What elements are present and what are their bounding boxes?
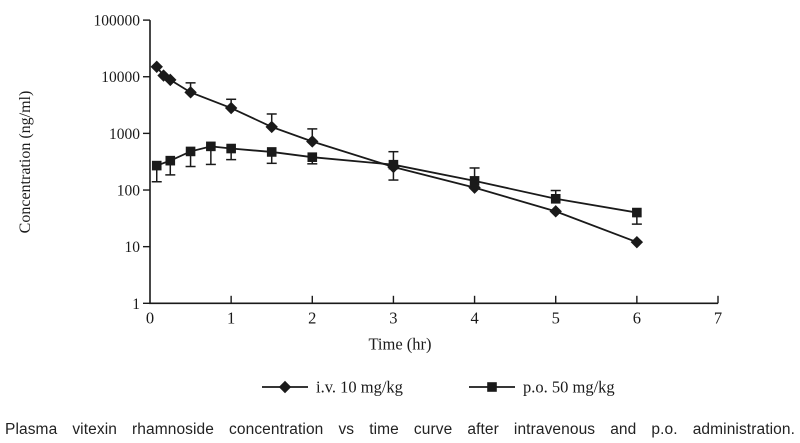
square-marker bbox=[469, 176, 480, 186]
x-tick-label: 0 bbox=[146, 308, 154, 327]
legend-diamond-marker bbox=[278, 380, 292, 394]
y-tick-label: 1000 bbox=[109, 126, 140, 143]
square-marker bbox=[185, 146, 196, 157]
square-marker bbox=[165, 155, 176, 166]
y-tick-label: 10 bbox=[125, 239, 141, 256]
diamond-marker bbox=[150, 60, 163, 73]
y-tick-label: 100 bbox=[117, 183, 141, 200]
diamond-marker bbox=[184, 86, 197, 99]
square-marker bbox=[388, 159, 399, 170]
series-line bbox=[156, 66, 638, 244]
diamond-marker bbox=[549, 205, 562, 218]
x-tick-label: 4 bbox=[470, 308, 478, 327]
x-tick-label: 1 bbox=[227, 308, 235, 327]
y-axis-title: Concentration (ng/ml) bbox=[17, 91, 34, 234]
x-axis-title: Time (hr) bbox=[368, 334, 431, 353]
diamond-marker bbox=[630, 235, 644, 249]
square-marker bbox=[632, 207, 642, 218]
diamond-marker bbox=[164, 73, 177, 87]
legend-label: p.o. 50 mg/kg bbox=[523, 378, 615, 397]
diamond-marker bbox=[224, 101, 238, 115]
x-tick-label: 2 bbox=[308, 308, 316, 327]
y-tick-label: 100000 bbox=[94, 13, 141, 30]
square-marker bbox=[266, 147, 277, 157]
x-tick-label: 6 bbox=[633, 308, 641, 327]
legend-item-iv: i.v. 10 mg/kg bbox=[262, 378, 403, 397]
legend-square-marker bbox=[487, 382, 497, 392]
square-marker bbox=[550, 193, 561, 204]
axes bbox=[149, 20, 718, 305]
x-tick-label: 5 bbox=[552, 308, 560, 327]
diamond-marker bbox=[265, 120, 278, 134]
series-iv bbox=[150, 60, 644, 249]
square-marker bbox=[226, 143, 236, 154]
x-tick-label: 7 bbox=[714, 308, 722, 327]
legend-label: i.v. 10 mg/kg bbox=[316, 378, 403, 397]
square-marker bbox=[307, 152, 318, 162]
x-tick-label: 3 bbox=[389, 308, 397, 327]
series-po bbox=[151, 141, 642, 225]
y-tick-label: 1 bbox=[132, 296, 140, 313]
figure-caption: Plasma vitexin rhamnoside concentration … bbox=[5, 421, 795, 438]
square-marker bbox=[206, 141, 216, 152]
legend-item-po: p.o. 50 mg/kg bbox=[469, 378, 615, 397]
y-tick-label: 10000 bbox=[101, 69, 140, 86]
square-marker bbox=[151, 160, 162, 171]
diamond-marker bbox=[306, 135, 319, 148]
